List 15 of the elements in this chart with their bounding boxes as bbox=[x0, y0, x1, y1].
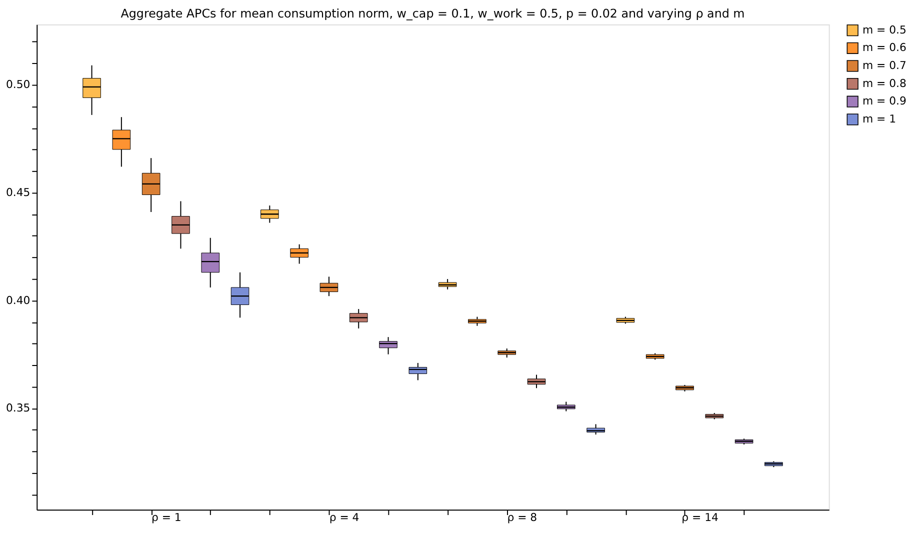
legend-label: m = 0.7 bbox=[862, 58, 906, 72]
x-tick-label: ρ = 4 bbox=[329, 510, 360, 524]
y-tick-label: 0.35 bbox=[6, 402, 30, 415]
legend-label: m = 0.6 bbox=[862, 41, 906, 54]
legend-label: m = 1 bbox=[862, 112, 896, 126]
y-tick-label: 0.50 bbox=[6, 78, 30, 92]
legend-label: m = 0.5 bbox=[862, 23, 906, 36]
chart-title: Aggregate APCs for mean consumption norm, w_cap = 0.1, w_work = 0.5, p = 0.02 and varying ρ and m bbox=[120, 6, 745, 20]
x-tick-label: ρ = 14 bbox=[682, 510, 719, 524]
x-tick-label: ρ = 8 bbox=[507, 510, 538, 524]
legend-label: m = 0.9 bbox=[862, 94, 906, 108]
legend-label: m = 0.8 bbox=[862, 76, 906, 90]
y-tick-label: 0.45 bbox=[6, 186, 30, 200]
y-tick-label: 0.40 bbox=[6, 294, 30, 307]
x-tick-label: ρ = 1 bbox=[151, 510, 182, 524]
